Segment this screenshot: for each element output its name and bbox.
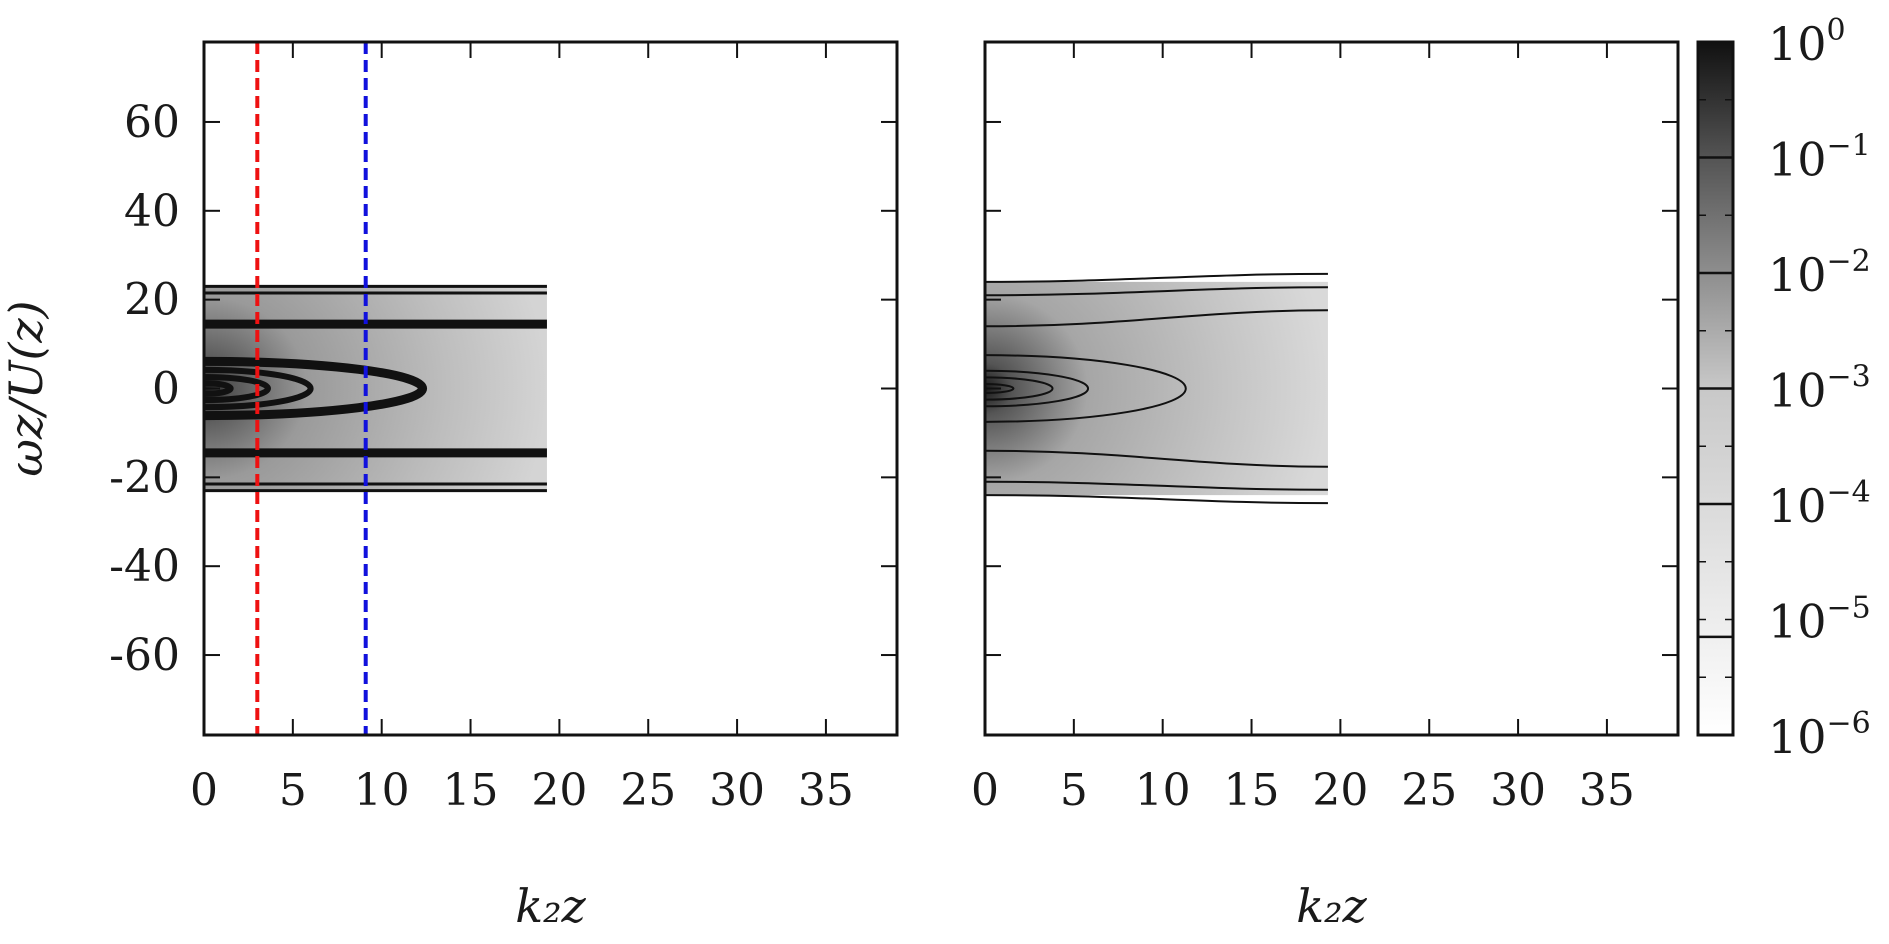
y-tick-label: 20 — [124, 275, 180, 326]
colorbar-label: 10−6 — [1768, 706, 1871, 764]
colorbar-label: 10−3 — [1768, 360, 1871, 418]
x-tick-label: 0 — [190, 765, 218, 816]
x-axis-label: k₂z — [1296, 879, 1367, 933]
colorbar-label: 10−5 — [1768, 591, 1871, 649]
x-tick-label: 30 — [709, 765, 765, 816]
x-tick-label: 30 — [1490, 765, 1546, 816]
contour-line — [985, 494, 1328, 505]
contour-ellipse — [204, 356, 427, 421]
x-tick-label: 35 — [1579, 765, 1635, 816]
x-tick-label: 20 — [1312, 765, 1368, 816]
x-tick-label: 0 — [971, 765, 999, 816]
contour-ellipse — [985, 383, 1015, 394]
contour-line — [985, 480, 1328, 491]
colorbar-label: 10−4 — [1768, 475, 1871, 533]
x-tick-label: 25 — [620, 765, 676, 816]
contour-line — [985, 286, 1328, 297]
x-axis-label: k₂z — [515, 879, 586, 933]
y-axis-label: ωz/U(z) — [0, 300, 53, 476]
contour-ellipse — [204, 366, 314, 411]
left-panel: 0 5 10 15 20 25 30 35 60 40 20 0 -20 -40 -60 k₂z ωz/U(z) — [0, 40, 899, 933]
colorbar-label: 100 — [1768, 13, 1846, 71]
x-tick-label: 25 — [1401, 765, 1457, 816]
x-tick-label: 10 — [1135, 765, 1191, 816]
y-tick-label: 40 — [124, 186, 180, 237]
colorbar-frame — [1696, 40, 1735, 737]
colorbar-label: 10−2 — [1768, 244, 1871, 302]
right-panel: 0 5 10 15 20 25 30 35 k₂z — [971, 40, 1680, 933]
colorbar: 100 10−1 10−2 10−3 10−4 10−5 10−6 — [1696, 13, 1871, 764]
y-tick-label: 60 — [124, 97, 180, 148]
heatmap-region — [985, 281, 1328, 496]
contour-line — [985, 272, 1328, 283]
y-tick-label: 0 — [152, 364, 180, 415]
contour-ellipse — [204, 373, 271, 404]
x-tick-label: 35 — [798, 765, 854, 816]
x-tick-label: 15 — [1224, 765, 1280, 816]
colorbar-label: 10−1 — [1768, 129, 1871, 187]
y-tick-label: -20 — [109, 452, 180, 503]
plot-area — [204, 42, 547, 735]
plot-area — [985, 272, 1328, 505]
contour-line — [985, 449, 1328, 468]
x-tick-label: 20 — [531, 765, 587, 816]
x-tick-label: 10 — [354, 765, 410, 816]
x-tick-label: 15 — [443, 765, 499, 816]
y-tick-label: -40 — [109, 541, 180, 592]
x-tick-label: 5 — [279, 765, 307, 816]
x-tick-label: 5 — [1060, 765, 1088, 816]
contour-line — [985, 309, 1328, 328]
y-tick-label: -60 — [109, 630, 180, 681]
